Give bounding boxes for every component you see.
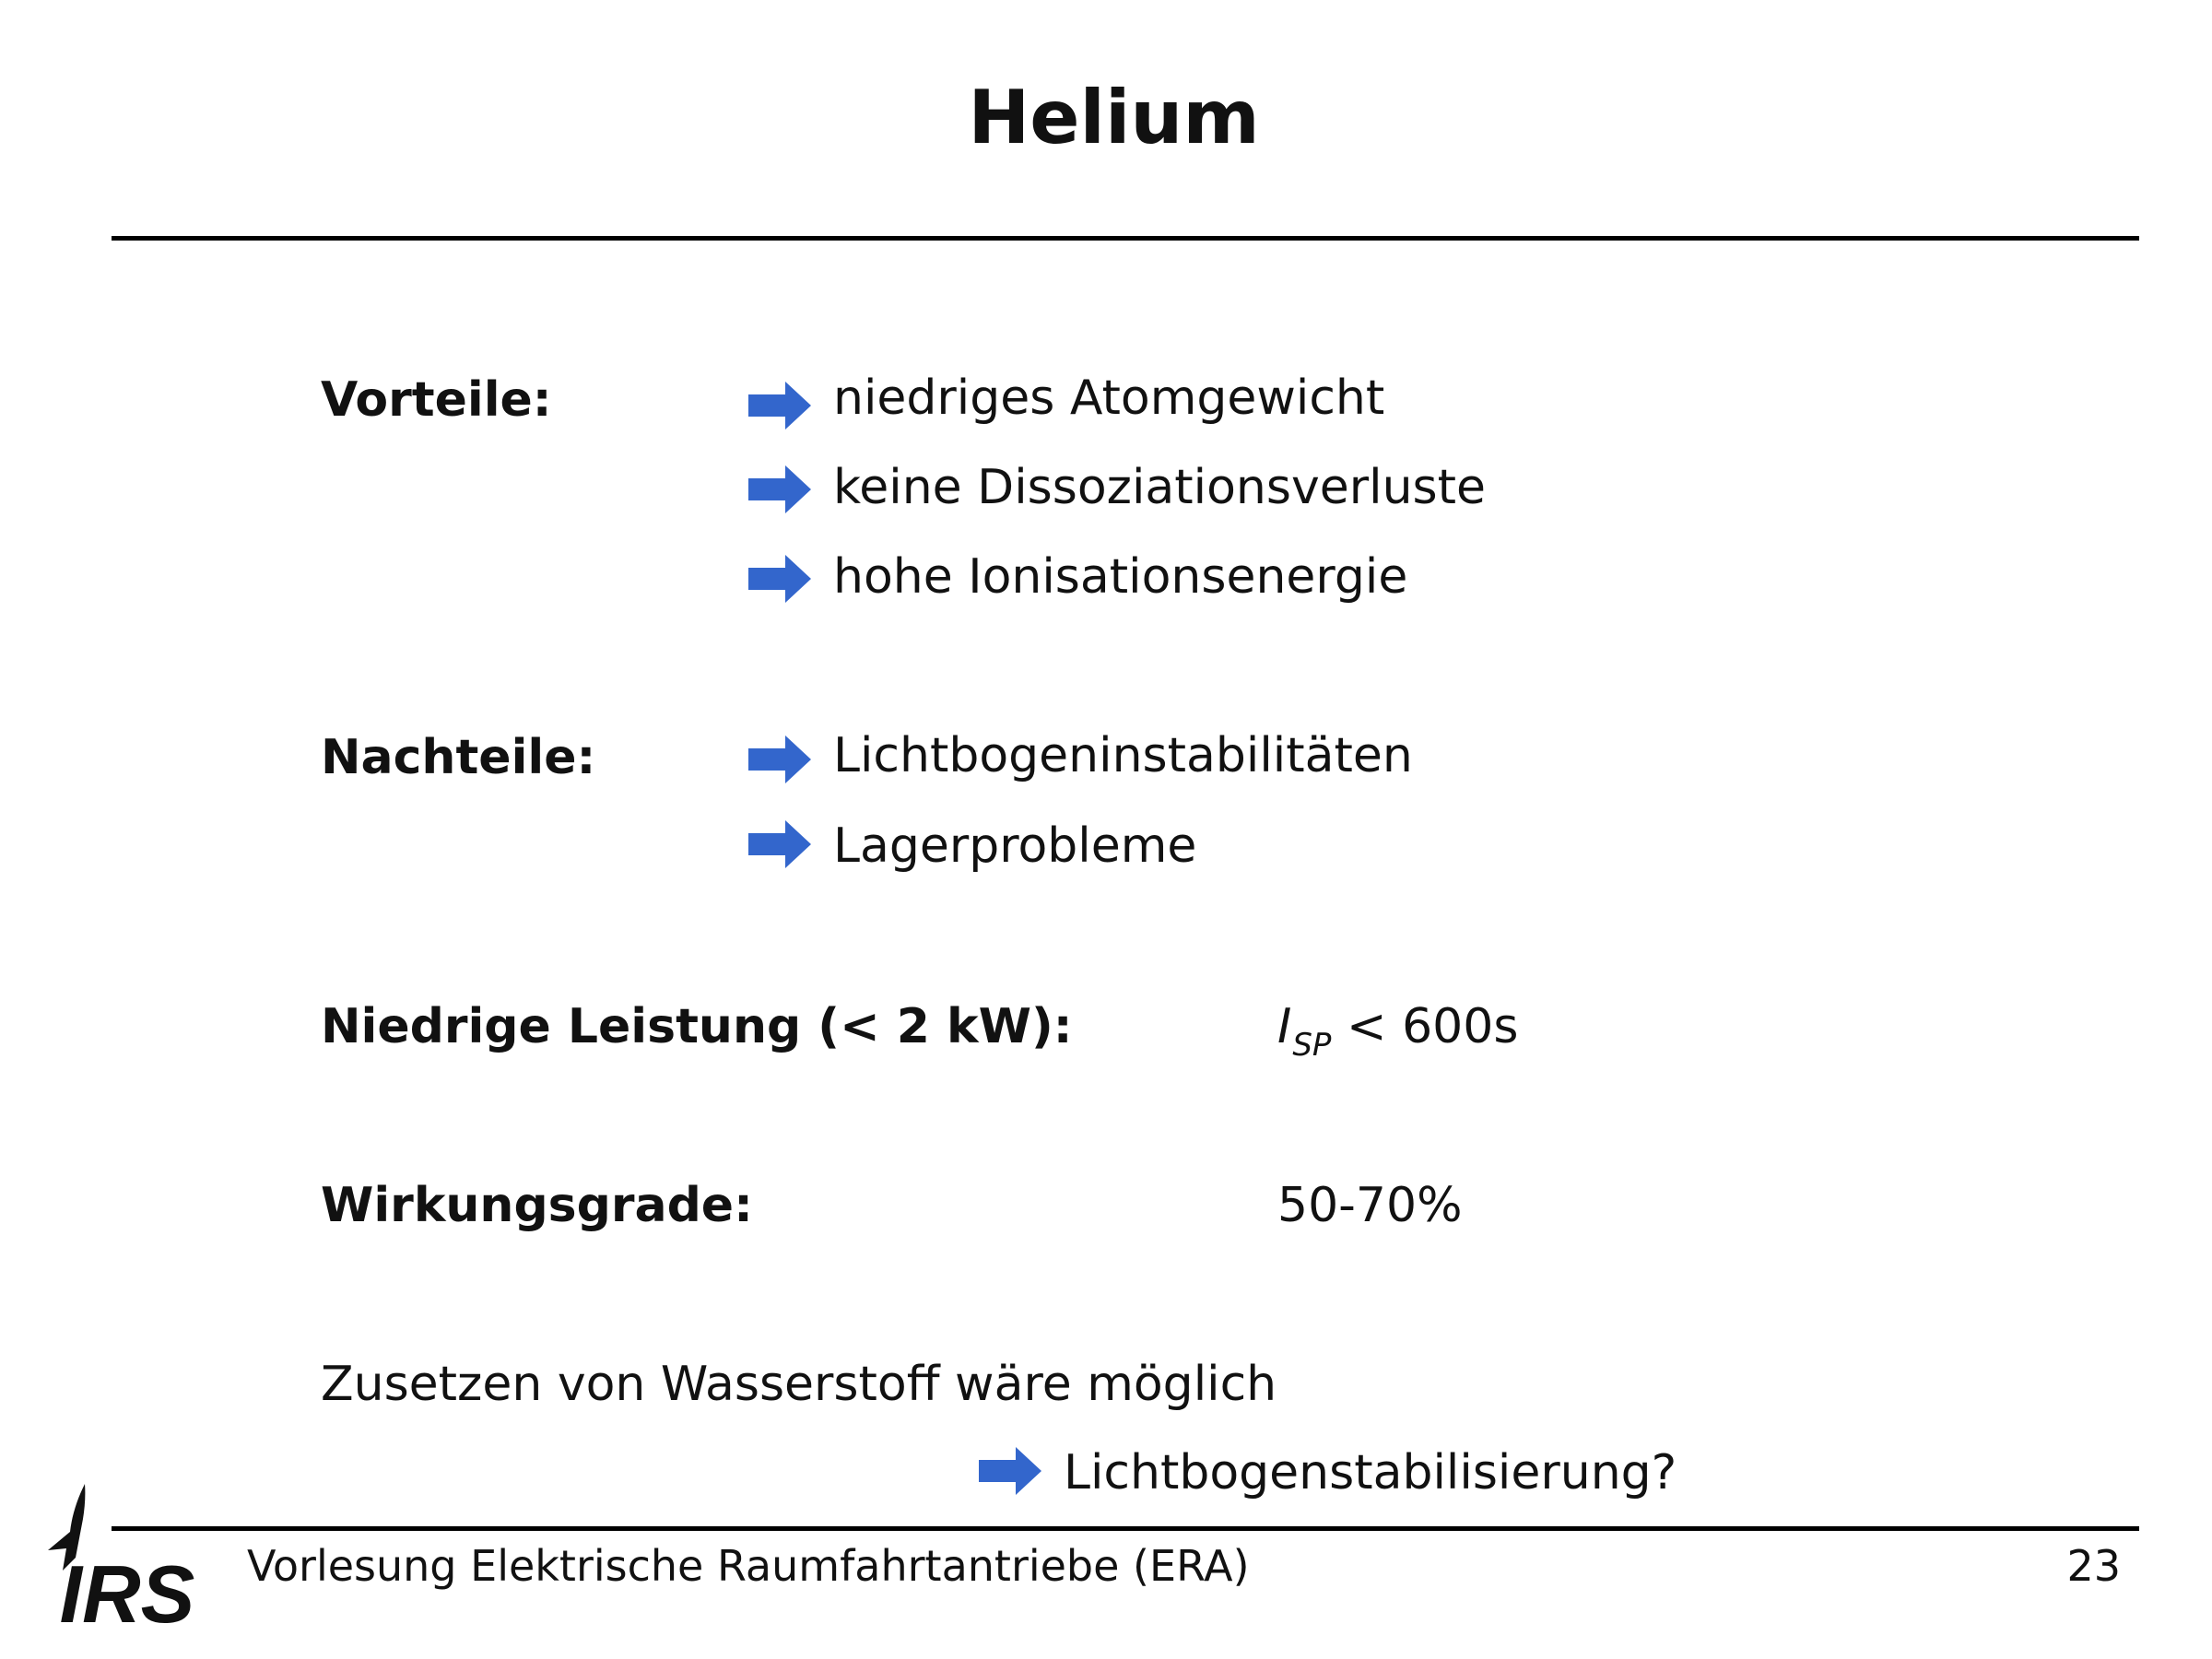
- footer-course-title: Vorlesung Elektrische Raumfahrtantriebe …: [247, 1541, 1250, 1591]
- irs-logo-icon: IRS: [48, 1484, 195, 1626]
- isp-subscript: SP: [1292, 1027, 1332, 1064]
- isp-value: ISP < 600s: [1277, 1003, 1518, 1061]
- arrow-right-icon: [748, 820, 811, 868]
- nachteile-label: Nachteile:: [321, 730, 596, 785]
- vorteile-label: Vorteile:: [321, 372, 552, 428]
- arrow-right-icon: [748, 735, 811, 783]
- leistung-label: Niedrige Leistung (< 2 kW):: [321, 999, 1073, 1054]
- vorteile-item: niedriges Atomgewicht: [833, 371, 1385, 426]
- isp-limit: < 600s: [1331, 999, 1519, 1054]
- title-divider: [112, 236, 2139, 241]
- slide-title: Helium: [968, 75, 1260, 160]
- vorteile-item: hohe Ionisationsenergie: [833, 549, 1408, 605]
- arrow-right-icon: [748, 555, 811, 603]
- footer-divider: [112, 1526, 2139, 1531]
- wirkungsgrade-value: 50-70%: [1277, 1178, 1463, 1233]
- nachteile-item: Lichtbogeninstabilitäten: [833, 728, 1413, 783]
- wirkungsgrade-label: Wirkungsgrade:: [321, 1178, 753, 1233]
- nachteile-item: Lagerprobleme: [833, 818, 1197, 874]
- arrow-right-icon: [748, 465, 811, 513]
- arrow-right-icon: [748, 382, 811, 429]
- logo-text: IRS: [60, 1548, 195, 1626]
- arrow-right-icon: [979, 1447, 1041, 1495]
- vorteile-item: keine Dissoziationsverluste: [833, 460, 1486, 515]
- page-number: 23: [2066, 1541, 2121, 1591]
- zusatz-consequence: Lichtbogenstabilisierung?: [1064, 1445, 1677, 1500]
- zusatz-text: Zusetzen von Wasserstoff wäre möglich: [321, 1357, 1277, 1412]
- isp-symbol: I: [1277, 999, 1292, 1054]
